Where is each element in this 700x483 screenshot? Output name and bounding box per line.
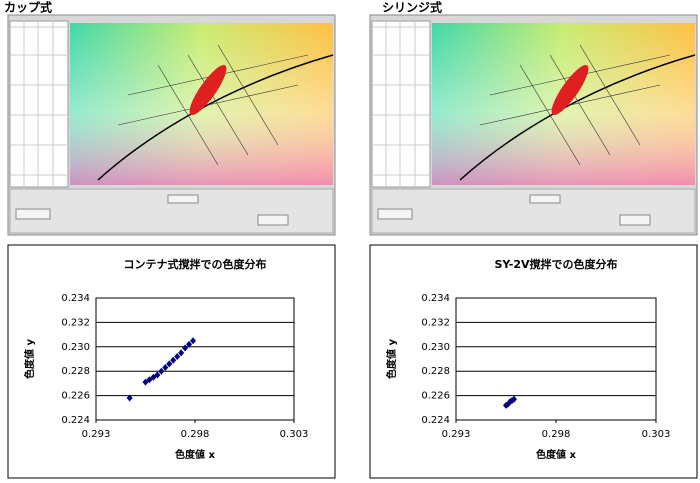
y-tick-label: 0.234 [61, 293, 90, 304]
y-tick-label: 0.230 [61, 342, 90, 353]
y-tick-label: 0.228 [61, 366, 90, 377]
y-tick-label: 0.230 [421, 342, 450, 353]
heading: カップ式 [4, 0, 52, 15]
screenshot [7, 14, 336, 236]
point [146, 376, 153, 384]
point [174, 353, 181, 361]
x-axis-label: 色度値 x [536, 448, 576, 461]
point [190, 337, 197, 345]
point [182, 344, 189, 352]
chart-title: SY-2V撹拌での色度分布 [494, 257, 617, 271]
x-tick-label: 0.303 [642, 429, 671, 440]
point [142, 378, 149, 386]
point [170, 356, 177, 364]
x-tick-label: 0.298 [181, 429, 210, 440]
y-axis-label: 色度値 y [385, 339, 398, 379]
chart-title: コンテナ式撹拌での色度分布 [124, 257, 267, 271]
point [166, 360, 173, 368]
y-tick-label: 0.234 [421, 293, 450, 304]
plot-border [95, 297, 295, 421]
y-tick-label: 0.232 [421, 317, 450, 328]
y-tick-label: 0.228 [421, 366, 450, 377]
x-tick-label: 0.303 [280, 429, 309, 440]
heading: シリンジ式 [382, 0, 442, 15]
x-tick-label: 0.293 [442, 429, 471, 440]
point [158, 367, 165, 375]
x-tick-label: 0.293 [82, 429, 111, 440]
point [178, 349, 185, 357]
point [162, 364, 169, 372]
point [511, 395, 517, 403]
chart-frame [369, 244, 698, 479]
point [126, 394, 133, 402]
x-tick-label: 0.298 [542, 429, 571, 440]
y-tick-label: 0.224 [61, 415, 90, 426]
x-axis-label: 色度値 x [175, 448, 215, 461]
y-tick-label: 0.224 [421, 415, 450, 426]
y-tick-label: 0.232 [61, 317, 90, 328]
y-tick-label: 0.226 [61, 391, 90, 402]
plot-border [455, 297, 657, 421]
point [186, 340, 193, 348]
point [150, 373, 157, 381]
y-axis-label: 色度値 y [23, 339, 36, 379]
screenshot [369, 14, 698, 236]
point [154, 371, 161, 379]
y-tick-label: 0.226 [421, 391, 450, 402]
